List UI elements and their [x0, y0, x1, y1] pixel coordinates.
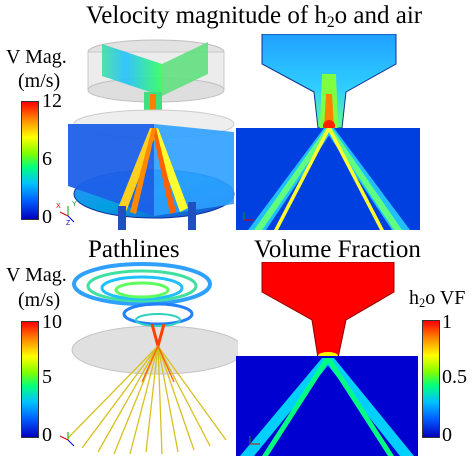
top-colorbar-tick-min: 0	[42, 206, 52, 228]
top-velocity-colorbar	[21, 101, 39, 220]
vf-colorbar-label-part-a: h	[409, 287, 419, 309]
vf-colorbar-tick-mid: 0.5	[442, 366, 467, 388]
pathlines-velocity-colorbar	[21, 321, 39, 438]
bottom-colorbar-tick-max: 10	[42, 311, 62, 333]
volume-fraction-title: Volume Fraction	[254, 236, 421, 263]
top-left-axis-y: Y	[72, 201, 77, 208]
bottom-colorbar-label-line2: (m/s)	[18, 289, 61, 311]
bottom-colorbar-tick-min: 0	[42, 424, 52, 446]
top-title-part-b: o and air	[334, 2, 423, 29]
vf-colorbar-label-part-b: o VF	[425, 287, 466, 309]
vf-colorbar-tick-max: 1	[442, 311, 452, 333]
top-colorbar-tick-max: 12	[42, 90, 62, 112]
velocity-3d-render	[59, 39, 235, 230]
top-title-part-a: Velocity magnitude of h	[86, 2, 327, 29]
top-colorbar-label-line2: (m/s)	[18, 70, 61, 92]
bottom-colorbar-tick-mid: 5	[42, 366, 52, 388]
top-left-axis-z: Z	[66, 220, 71, 227]
pathlines-title: Pathlines	[88, 236, 180, 263]
vf-colorbar-label: h2o VF	[409, 287, 465, 310]
volume-fraction-colorbar	[422, 320, 440, 438]
volume-fraction-render	[236, 262, 418, 456]
top-left-axis-x: X	[56, 203, 61, 210]
bottom-colorbar-label-line1: V Mag.	[6, 264, 67, 286]
top-colorbar-tick-mid: 6	[42, 148, 52, 170]
pathlines-3d-render	[59, 262, 238, 455]
vf-colorbar-tick-min: 0	[442, 424, 452, 446]
top-title-subscript: 2	[326, 14, 335, 32]
velocity-slice-render	[236, 34, 420, 230]
top-colorbar-label-line1: V Mag.	[6, 46, 67, 68]
vf-colorbar-label-subscript: 2	[419, 296, 426, 311]
top-title: Velocity magnitude of h2o and air	[86, 2, 423, 32]
